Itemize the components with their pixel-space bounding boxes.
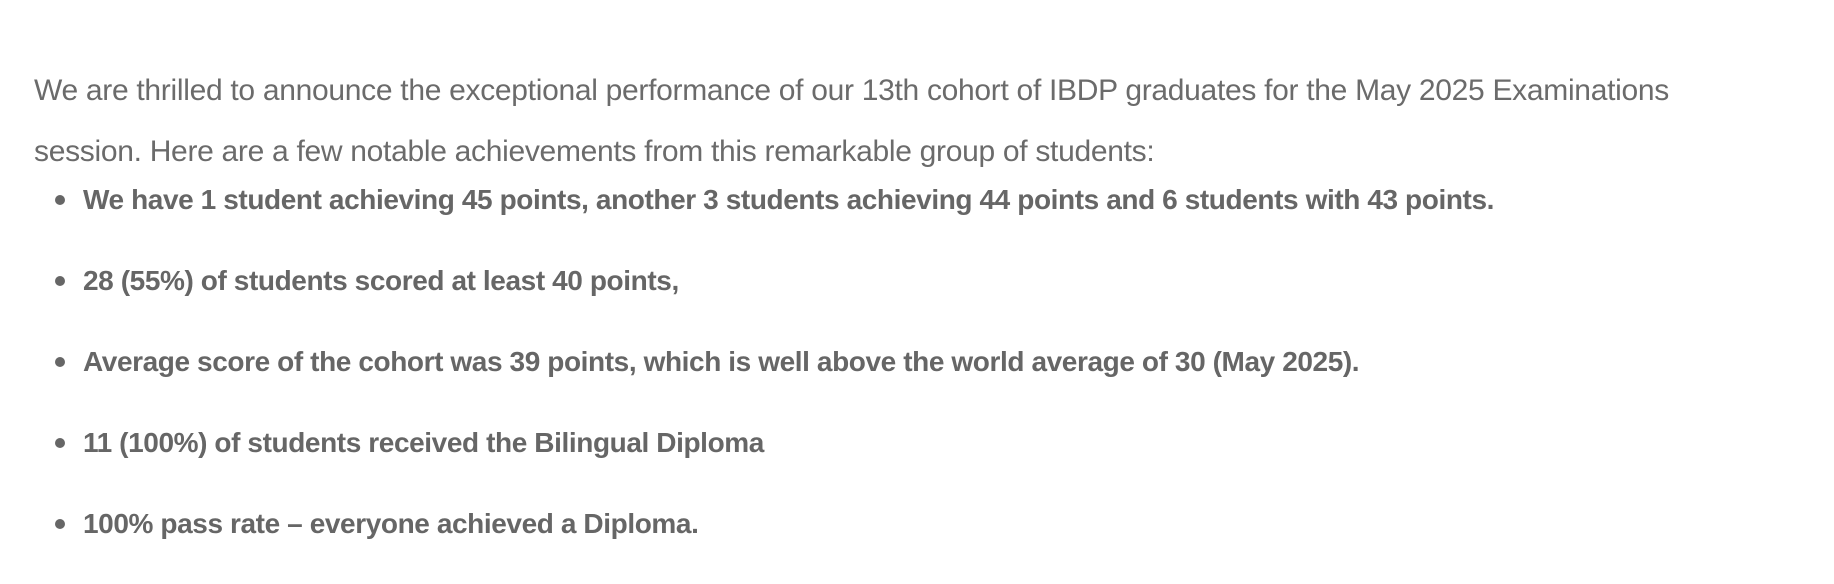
list-item: 100% pass rate – everyone achieved a Dip… bbox=[0, 502, 1494, 583]
achievements-list: We have 1 student achieving 45 points, a… bbox=[0, 178, 1494, 583]
bullet-icon bbox=[55, 438, 65, 448]
bullet-icon bbox=[55, 357, 65, 367]
list-item-text: 28 (55%) of students scored at least 40 … bbox=[83, 265, 679, 296]
list-item: Average score of the cohort was 39 point… bbox=[0, 340, 1494, 421]
list-item: We have 1 student achieving 45 points, a… bbox=[0, 178, 1494, 259]
bullet-icon bbox=[55, 276, 65, 286]
list-item: 28 (55%) of students scored at least 40 … bbox=[0, 259, 1494, 340]
intro-line-2: session. Here are a few notable achievem… bbox=[34, 135, 1155, 168]
list-item-text: 100% pass rate – everyone achieved a Dip… bbox=[83, 508, 699, 539]
list-item: 11 (100%) of students received the Bilin… bbox=[0, 421, 1494, 502]
list-item-text: Average score of the cohort was 39 point… bbox=[83, 346, 1360, 377]
list-item-text: We have 1 student achieving 45 points, a… bbox=[83, 184, 1495, 215]
bullet-icon bbox=[55, 519, 65, 529]
list-item-text: 11 (100%) of students received the Bilin… bbox=[83, 427, 764, 458]
intro-paragraph: We are thrilled to announce the exceptio… bbox=[34, 60, 1669, 182]
bullet-icon bbox=[55, 195, 65, 205]
intro-line-1: We are thrilled to announce the exceptio… bbox=[34, 74, 1669, 107]
